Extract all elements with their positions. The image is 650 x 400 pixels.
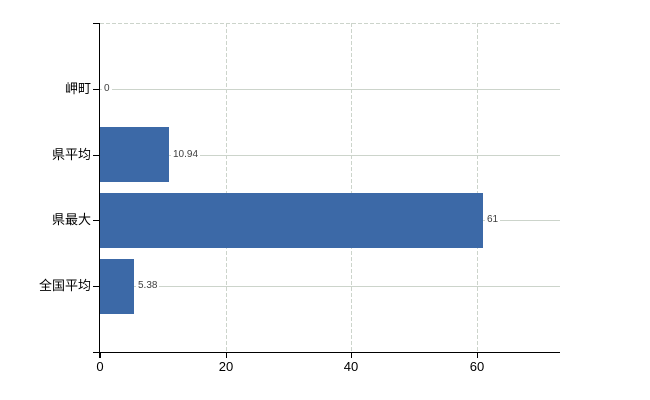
y-axis-tick-3 (93, 286, 99, 287)
vertical-gridline-20 (226, 23, 227, 352)
value-label-全国平均: 5.38 (136, 279, 160, 293)
value-label-県平均: 10.94 (171, 148, 201, 162)
x-axis-line (93, 352, 560, 353)
plot-top-border (100, 23, 560, 24)
category-label-県平均: 県平均 (51, 147, 91, 162)
y-axis-tick-1 (93, 155, 99, 156)
bar-県最大 (100, 193, 483, 248)
category-label-岬町: 岬町 (64, 81, 91, 96)
x-axis-tick-20 (226, 353, 227, 358)
y-axis-tick-2 (93, 220, 99, 221)
horizontal-gridline-0 (100, 89, 560, 90)
x-axis-tick-40 (351, 353, 352, 358)
value-label-岬町: 0 (102, 82, 112, 96)
bar-県平均 (100, 127, 169, 182)
category-label-全国平均: 全国平均 (38, 278, 91, 293)
y-axis-tick-0 (93, 89, 99, 90)
x-tick-label-0: 0 (96, 359, 104, 374)
x-tick-label-40: 40 (343, 359, 359, 374)
vertical-gridline-40 (351, 23, 352, 352)
plot-area: 0 10.94 61 5.38 (100, 23, 560, 352)
horizontal-gridline-3 (100, 286, 560, 287)
value-label-県最大: 61 (485, 213, 501, 227)
horizontal-gridline-1 (100, 155, 560, 156)
y-axis-top-tick (93, 23, 99, 24)
y-axis-line (99, 23, 100, 358)
vertical-gridline-60 (477, 23, 478, 352)
bar-全国平均 (100, 259, 134, 314)
x-tick-label-20: 20 (218, 359, 234, 374)
category-label-県最大: 県最大 (51, 212, 91, 227)
x-axis-tick-0 (100, 353, 101, 358)
x-tick-label-60: 60 (469, 359, 485, 374)
x-axis-tick-60 (477, 353, 478, 358)
